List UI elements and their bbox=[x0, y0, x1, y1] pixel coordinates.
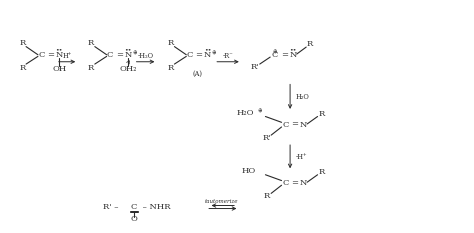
Text: C: C bbox=[130, 203, 137, 211]
Text: N: N bbox=[300, 179, 307, 187]
Text: H⁺: H⁺ bbox=[63, 52, 72, 60]
Text: ••: •• bbox=[204, 47, 211, 52]
Text: R: R bbox=[88, 64, 94, 72]
Text: =: = bbox=[292, 121, 298, 129]
Text: ••: •• bbox=[124, 47, 132, 52]
Text: R: R bbox=[88, 39, 94, 47]
Text: -R⁻: -R⁻ bbox=[223, 52, 233, 60]
Text: – NHR: – NHR bbox=[140, 203, 170, 211]
Text: HO: HO bbox=[242, 167, 256, 175]
Text: N: N bbox=[124, 51, 132, 59]
Text: ⊕: ⊕ bbox=[273, 48, 277, 53]
Text: R: R bbox=[167, 64, 174, 72]
Text: =: = bbox=[116, 51, 123, 59]
Text: tautomerize: tautomerize bbox=[205, 199, 238, 204]
Text: C: C bbox=[107, 51, 113, 59]
Text: C: C bbox=[186, 51, 193, 59]
Text: R: R bbox=[19, 64, 26, 72]
Text: ••: •• bbox=[55, 47, 63, 52]
Text: N: N bbox=[300, 121, 307, 129]
Text: (A): (A) bbox=[192, 69, 202, 77]
Text: OH: OH bbox=[52, 65, 66, 73]
Text: R: R bbox=[263, 192, 270, 200]
Text: H₂O: H₂O bbox=[296, 93, 310, 101]
Text: =: = bbox=[292, 179, 298, 187]
Text: =: = bbox=[196, 51, 202, 59]
Text: =: = bbox=[47, 51, 54, 59]
Text: C: C bbox=[38, 51, 45, 59]
Text: O: O bbox=[130, 216, 137, 223]
Text: ⊕: ⊕ bbox=[257, 108, 262, 113]
Text: N: N bbox=[55, 51, 63, 59]
Text: R: R bbox=[318, 110, 325, 118]
Text: C: C bbox=[282, 121, 289, 129]
Text: OH₂: OH₂ bbox=[119, 65, 137, 73]
Text: ⊕: ⊕ bbox=[211, 49, 216, 54]
Text: ⊕: ⊕ bbox=[132, 49, 137, 54]
Text: N: N bbox=[204, 51, 211, 59]
Text: ••: •• bbox=[289, 47, 297, 52]
Text: R: R bbox=[318, 168, 325, 176]
Text: R: R bbox=[307, 40, 313, 48]
Text: R': R' bbox=[251, 63, 259, 71]
Text: R: R bbox=[167, 39, 174, 47]
Text: -H₂O: -H₂O bbox=[137, 52, 154, 60]
Text: R': R' bbox=[262, 134, 271, 142]
Text: N: N bbox=[289, 51, 297, 59]
Text: C: C bbox=[282, 179, 289, 187]
Text: -H⁺: -H⁺ bbox=[296, 153, 308, 161]
Text: =: = bbox=[281, 51, 288, 59]
Text: R: R bbox=[19, 39, 26, 47]
Text: R' –: R' – bbox=[103, 203, 118, 211]
Text: C: C bbox=[272, 51, 278, 59]
Text: H₂O: H₂O bbox=[236, 109, 254, 117]
